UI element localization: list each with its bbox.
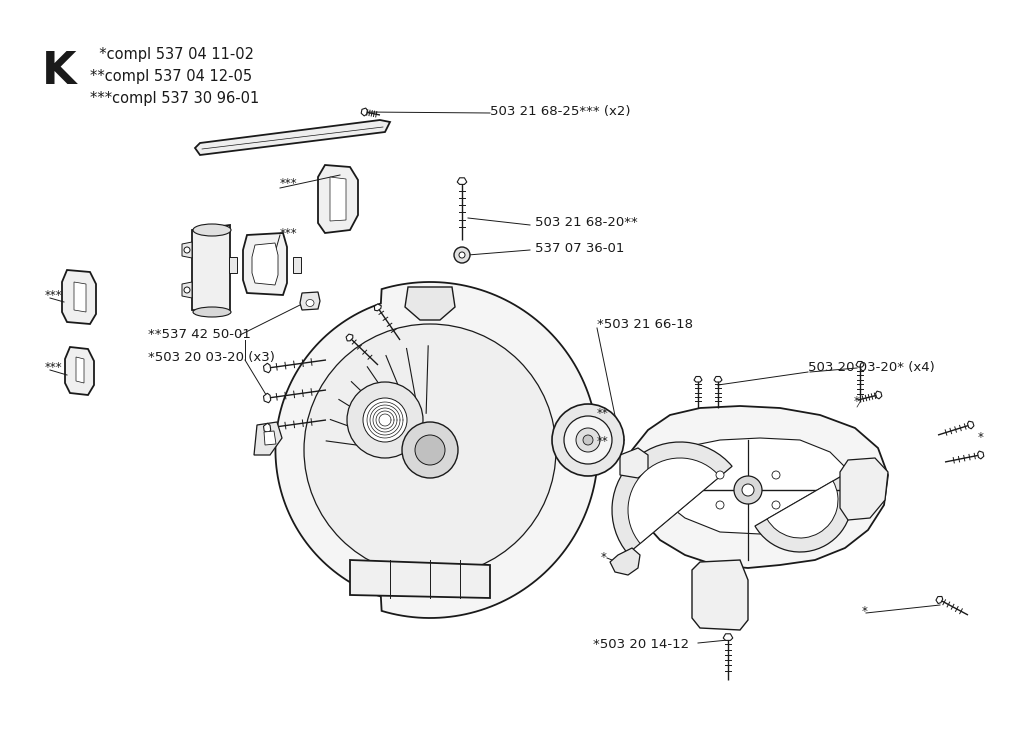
Circle shape (734, 476, 762, 504)
Polygon shape (936, 596, 943, 604)
Text: **537 42 50-01: **537 42 50-01 (148, 328, 251, 341)
Polygon shape (653, 438, 848, 534)
Ellipse shape (193, 307, 231, 317)
Text: **compl 537 04 12-05: **compl 537 04 12-05 (90, 69, 252, 84)
Circle shape (459, 252, 465, 258)
Wedge shape (612, 442, 732, 553)
Circle shape (772, 471, 780, 479)
Wedge shape (755, 474, 852, 552)
Circle shape (552, 404, 624, 476)
Polygon shape (968, 421, 974, 429)
Text: ***: *** (280, 227, 298, 240)
Circle shape (742, 484, 754, 496)
Polygon shape (610, 548, 640, 575)
Ellipse shape (193, 224, 231, 236)
Circle shape (347, 382, 423, 458)
Polygon shape (620, 448, 648, 478)
Polygon shape (243, 233, 287, 295)
Polygon shape (330, 177, 346, 221)
Text: 503 20 03-20* (x4): 503 20 03-20* (x4) (808, 362, 935, 374)
Circle shape (184, 287, 190, 293)
Polygon shape (692, 560, 748, 630)
Polygon shape (263, 423, 270, 433)
Polygon shape (76, 357, 84, 383)
Text: *503 21 66-18: *503 21 66-18 (597, 319, 693, 331)
Circle shape (415, 435, 445, 465)
Text: *compl 537 04 11-02: *compl 537 04 11-02 (90, 47, 254, 62)
Polygon shape (714, 376, 722, 382)
Text: **: ** (597, 436, 608, 449)
Polygon shape (275, 282, 598, 618)
Polygon shape (457, 178, 467, 184)
Polygon shape (375, 304, 381, 311)
Wedge shape (628, 458, 720, 543)
Polygon shape (74, 282, 86, 312)
Text: 503 21 68-25*** (x2): 503 21 68-25*** (x2) (490, 105, 631, 118)
Text: K: K (42, 50, 77, 93)
Polygon shape (876, 391, 882, 399)
Polygon shape (229, 257, 237, 273)
Polygon shape (193, 225, 230, 312)
Circle shape (575, 428, 600, 452)
Circle shape (583, 435, 593, 445)
Circle shape (564, 416, 612, 464)
Polygon shape (263, 393, 270, 403)
Circle shape (772, 501, 780, 509)
Polygon shape (856, 362, 864, 367)
Polygon shape (182, 242, 193, 258)
Polygon shape (346, 334, 353, 341)
Circle shape (304, 324, 556, 576)
Polygon shape (293, 257, 301, 273)
Polygon shape (195, 120, 390, 155)
Ellipse shape (306, 300, 314, 306)
Circle shape (362, 398, 407, 442)
Polygon shape (252, 243, 278, 285)
Circle shape (454, 247, 470, 263)
Polygon shape (62, 270, 96, 324)
Polygon shape (254, 422, 282, 455)
Text: *503 20 03-20 (x3): *503 20 03-20 (x3) (148, 352, 274, 365)
Circle shape (716, 501, 724, 509)
Circle shape (402, 422, 458, 478)
Polygon shape (182, 282, 193, 298)
Text: **: ** (597, 406, 608, 420)
Polygon shape (723, 634, 733, 640)
Polygon shape (978, 451, 984, 459)
Text: 503 21 68-20**: 503 21 68-20** (535, 216, 638, 229)
Text: 537 07 36-01: 537 07 36-01 (535, 241, 625, 254)
Text: *: * (854, 395, 860, 409)
Polygon shape (264, 431, 276, 445)
Wedge shape (767, 481, 838, 538)
Text: *: * (862, 605, 868, 618)
Text: ***: *** (45, 289, 62, 301)
Polygon shape (300, 292, 319, 310)
Polygon shape (840, 458, 888, 520)
Text: ***: *** (45, 362, 62, 374)
Polygon shape (65, 347, 94, 395)
Polygon shape (694, 376, 702, 382)
Circle shape (716, 471, 724, 479)
Circle shape (184, 247, 190, 253)
Polygon shape (263, 363, 270, 373)
Polygon shape (583, 430, 616, 460)
Text: ***: *** (280, 176, 298, 189)
Text: *: * (601, 551, 607, 564)
Polygon shape (361, 108, 368, 116)
Polygon shape (632, 406, 888, 568)
Polygon shape (350, 560, 490, 598)
Text: *503 20 14-12: *503 20 14-12 (593, 638, 689, 651)
Text: ***compl 537 30 96-01: ***compl 537 30 96-01 (90, 91, 259, 106)
Polygon shape (318, 165, 358, 233)
Text: *: * (978, 431, 984, 444)
Polygon shape (406, 287, 455, 320)
